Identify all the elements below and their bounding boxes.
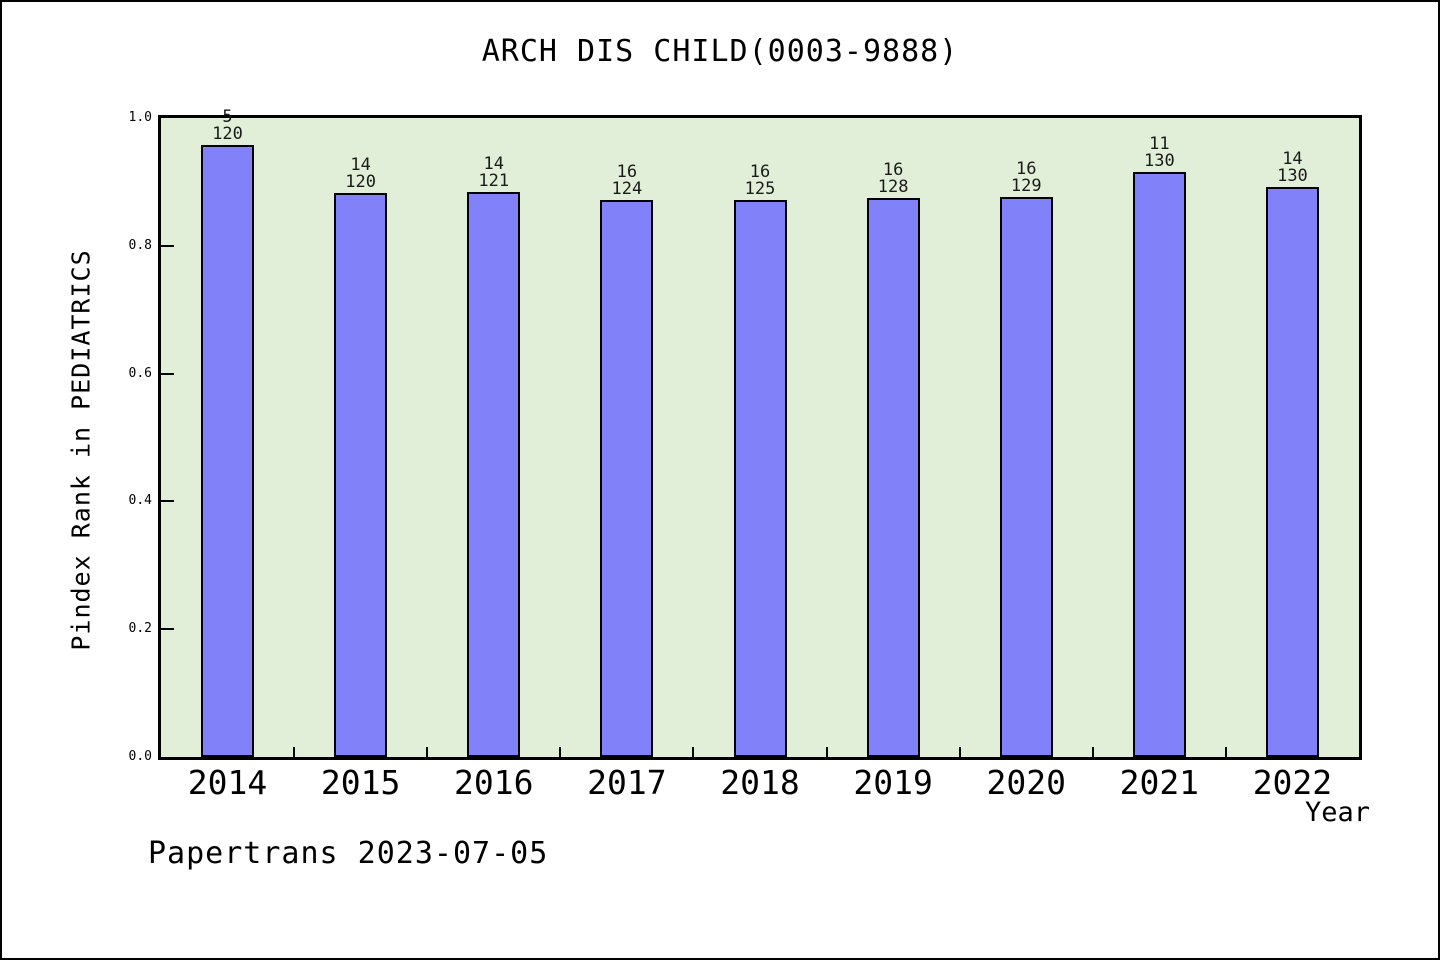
x-minor-tick <box>1224 747 1227 757</box>
bar-total-value: 120 <box>345 172 377 192</box>
bar-rank-value: 14 <box>1282 149 1303 169</box>
bar-annotation-2018: 16 125 <box>745 164 776 198</box>
bar-2018 <box>733 200 787 757</box>
x-minor-tick <box>692 747 695 757</box>
y-tick-mark <box>161 372 174 375</box>
bar-rank-value: 16 <box>1015 159 1037 179</box>
bar-total-value: 128 <box>877 177 909 197</box>
bar-total-value: 125 <box>744 179 776 199</box>
bar-2020 <box>999 197 1053 757</box>
x-tick-label-2015: 2015 <box>320 763 401 802</box>
bar-annotation-2021: 11 130 <box>1144 136 1175 170</box>
x-minor-tick <box>1091 747 1094 757</box>
x-tick-label-2014: 2014 <box>187 763 268 802</box>
bar-rank-value: 11 <box>1149 134 1170 154</box>
y-tick-label-0.6: 0.6 <box>128 365 152 381</box>
watermark-text: Papertrans 2023-07-05 <box>148 836 549 871</box>
bar-2017 <box>600 200 654 757</box>
y-tick-label-0.0: 0.0 <box>128 749 152 764</box>
bar-annotation-2022: 14 130 <box>1277 151 1308 185</box>
bar-total-value: 120 <box>212 124 243 144</box>
bar-annotation-2019: 16 128 <box>878 162 909 196</box>
bar-total-value: 129 <box>1010 176 1042 196</box>
x-axis-label: Year <box>1304 797 1370 828</box>
y-tick-label-0.8: 0.8 <box>128 237 152 253</box>
bar-rank-value: 14 <box>483 154 504 174</box>
x-tick-label-2018: 2018 <box>720 763 800 802</box>
x-tick-label-2021: 2021 <box>1119 763 1200 802</box>
bar-annotation-2017: 16 124 <box>612 164 643 198</box>
bar-2019 <box>866 198 920 757</box>
bar-rank-value: 5 <box>222 107 233 127</box>
bar-rank-value: 16 <box>749 162 771 182</box>
bar-total-value: 124 <box>611 179 643 199</box>
x-minor-tick <box>426 747 429 757</box>
bar-rank-value: 16 <box>616 162 638 182</box>
x-tick-label-2020: 2020 <box>986 763 1066 802</box>
bar-annotation-2014: 5 120 <box>212 109 243 143</box>
x-tick-label-2017: 2017 <box>587 763 667 802</box>
x-minor-tick <box>958 747 961 757</box>
y-tick-label-0.2: 0.2 <box>128 621 152 637</box>
bar-rank-value: 14 <box>350 155 371 175</box>
bar-total-value: 121 <box>478 171 510 191</box>
y-tick-mark <box>161 244 174 247</box>
chart-title: ARCH DIS CHILD(0003-9888) <box>481 34 959 69</box>
y-tick-label-0.4: 0.4 <box>128 493 152 509</box>
y-tick-label-1.0: 1.0 <box>128 110 152 125</box>
bar-rank-value: 16 <box>882 160 904 180</box>
y-axis-label: Pindex Rank in PEDIATRICS <box>66 249 96 651</box>
bar-2015 <box>334 193 388 757</box>
bar-2021 <box>1132 172 1186 757</box>
bar-2022 <box>1265 187 1319 757</box>
x-tick-label-2016: 2016 <box>454 763 534 802</box>
y-tick-mark <box>161 628 174 631</box>
bar-2016 <box>467 192 521 757</box>
bar-total-value: 130 <box>1277 166 1308 186</box>
bar-annotation-2016: 14 121 <box>478 156 509 190</box>
bar-total-value: 130 <box>1143 151 1175 171</box>
x-minor-tick <box>293 747 296 757</box>
y-tick-mark <box>161 500 174 503</box>
plot-area: 5 120 14 120 14 121 16 124 16 125 16 128 16 129 11 130 1… <box>158 109 1362 760</box>
x-tick-label-2019: 2019 <box>853 763 933 802</box>
x-minor-tick <box>559 747 562 757</box>
x-minor-tick <box>825 747 828 757</box>
bar-2014 <box>201 145 255 757</box>
bar-annotation-2020: 16 129 <box>1011 161 1042 195</box>
x-tick-label-2022: 2022 <box>1252 763 1333 802</box>
bar-annotation-2015: 14 120 <box>345 157 376 191</box>
